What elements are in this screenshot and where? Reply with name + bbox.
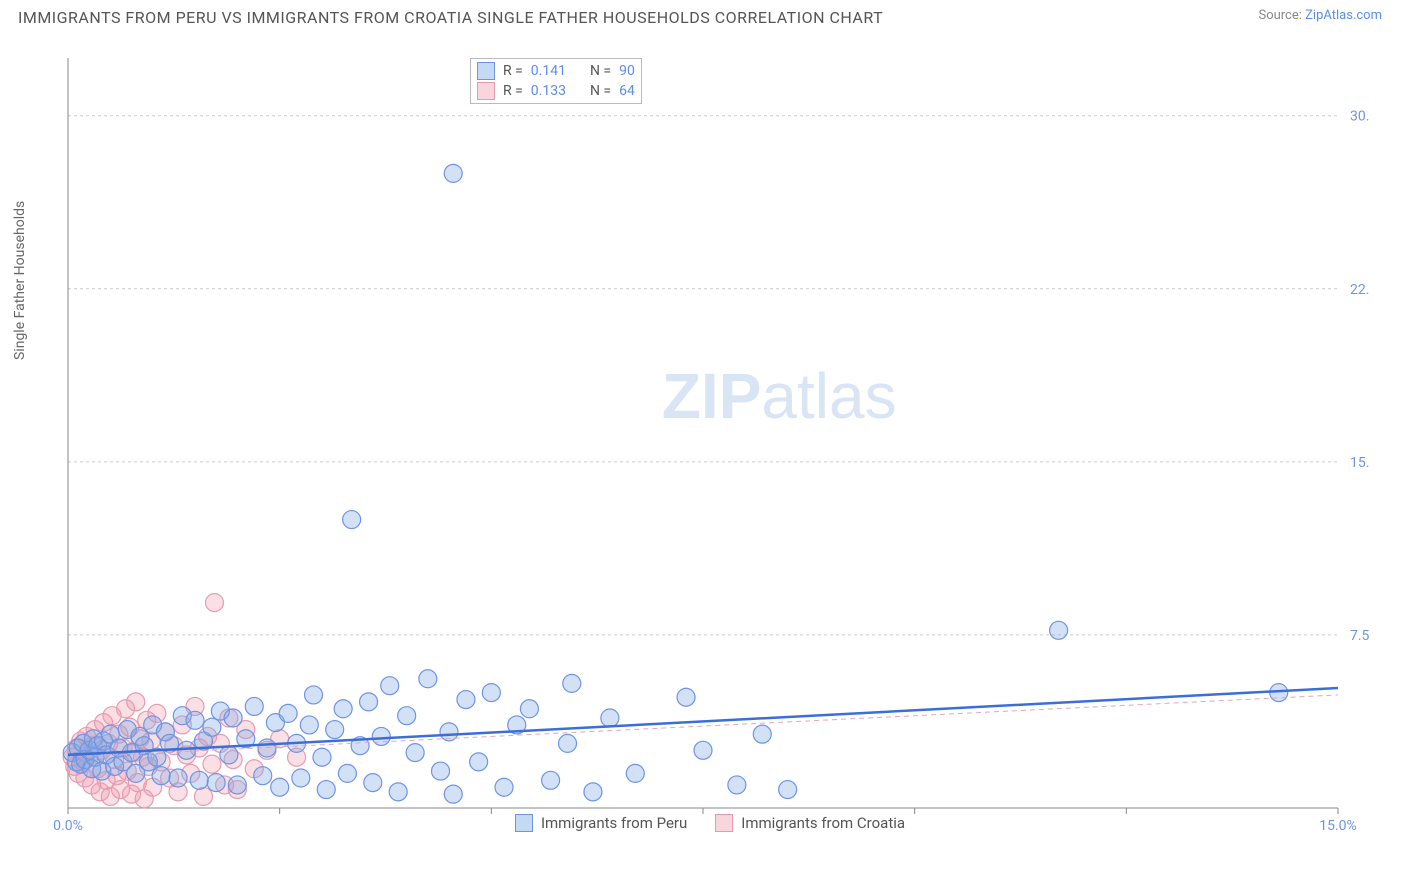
svg-text:22.5%: 22.5% — [1350, 282, 1370, 298]
legend-label-peru: Immigrants from Peru — [541, 814, 687, 832]
r-label: R = — [503, 63, 523, 79]
swatch-icon — [715, 814, 733, 832]
legend-row-croatia: R = 0.133 N = 64 — [477, 81, 635, 101]
chart-area: 7.5%15.0%22.5%30.0%ZIPatlas0.0%15.0% R =… — [50, 48, 1370, 838]
source-prefix: Source: — [1258, 8, 1305, 23]
swatch-icon — [477, 62, 495, 80]
r-value-peru: 0.141 — [531, 63, 566, 79]
n-label: N = — [590, 63, 611, 79]
legend-label-croatia: Immigrants from Croatia — [741, 814, 905, 832]
header: IMMIGRANTS FROM PERU VS IMMIGRANTS FROM … — [0, 0, 1406, 27]
n-value-peru: 90 — [619, 63, 635, 79]
chart-title: IMMIGRANTS FROM PERU VS IMMIGRANTS FROM … — [18, 8, 883, 27]
correlation-legend: R = 0.141 N = 90 R = 0.133 N = 64 — [470, 58, 642, 104]
series-legend: Immigrants from Peru Immigrants from Cro… — [50, 814, 1370, 832]
n-value-croatia: 64 — [619, 83, 635, 99]
scatter-chart: 7.5%15.0%22.5%30.0%ZIPatlas0.0%15.0% — [50, 48, 1370, 838]
source-link[interactable]: ZipAtlas.com — [1305, 8, 1382, 23]
chart-container: IMMIGRANTS FROM PERU VS IMMIGRANTS FROM … — [0, 0, 1406, 892]
r-value-croatia: 0.133 — [531, 83, 566, 99]
source-attribution: Source: ZipAtlas.com — [1258, 8, 1382, 23]
svg-text:ZIPatlas: ZIPatlas — [662, 360, 897, 432]
n-label: N = — [590, 83, 611, 99]
svg-text:7.5%: 7.5% — [1350, 628, 1370, 644]
legend-item-peru: Immigrants from Peru — [515, 814, 687, 832]
svg-text:15.0%: 15.0% — [1350, 455, 1370, 471]
swatch-icon — [515, 814, 533, 832]
legend-item-croatia: Immigrants from Croatia — [715, 814, 905, 832]
legend-row-peru: R = 0.141 N = 90 — [477, 61, 635, 81]
y-axis-label: Single Father Households — [12, 201, 28, 360]
r-label: R = — [503, 83, 523, 99]
svg-text:30.0%: 30.0% — [1350, 109, 1370, 125]
swatch-icon — [477, 82, 495, 100]
